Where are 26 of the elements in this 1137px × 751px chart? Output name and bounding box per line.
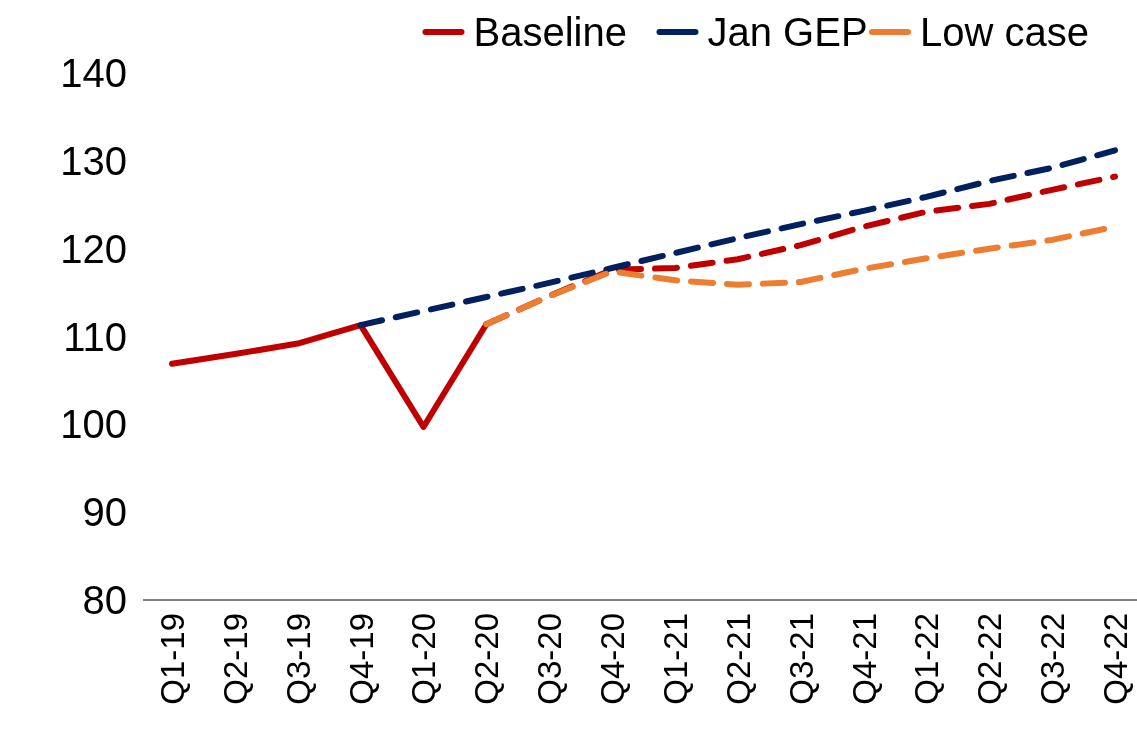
- y-tick-label: 140: [60, 51, 127, 95]
- x-tick-label: Q2-20: [468, 613, 506, 705]
- legend-label: Low case: [920, 10, 1089, 54]
- x-tick-label: Q3-21: [782, 613, 820, 705]
- x-tick-label: Q2-21: [719, 613, 757, 705]
- x-tick-label: Q1-22: [908, 613, 946, 705]
- y-tick-label: 130: [60, 138, 127, 183]
- y-tick-label: 100: [60, 402, 127, 447]
- y-tick-label: 120: [60, 226, 127, 271]
- x-tick-label: Q3-20: [531, 613, 569, 705]
- x-tick-label: Q3-19: [279, 613, 317, 705]
- x-tick-label: Q2-19: [216, 613, 254, 705]
- x-tick-label: Q4-22: [1097, 613, 1134, 705]
- y-tick-label: 110: [63, 314, 127, 359]
- legend-label: Jan GEP: [707, 10, 868, 54]
- y-tick-label: 90: [82, 490, 127, 535]
- legend-label: Baseline: [473, 10, 627, 54]
- x-tick-label: Q4-21: [845, 613, 883, 705]
- x-tick-label: Q2-22: [971, 613, 1009, 705]
- x-tick-label: Q1-20: [405, 613, 443, 705]
- x-tick-label: Q1-21: [656, 613, 694, 705]
- x-tick-label: Q1-19: [154, 613, 191, 705]
- x-tick-label: Q3-22: [1034, 613, 1072, 705]
- x-tick-label: Q4-20: [594, 613, 632, 705]
- x-tick-label: Q4-19: [342, 613, 380, 705]
- y-tick-label: 80: [82, 578, 127, 622]
